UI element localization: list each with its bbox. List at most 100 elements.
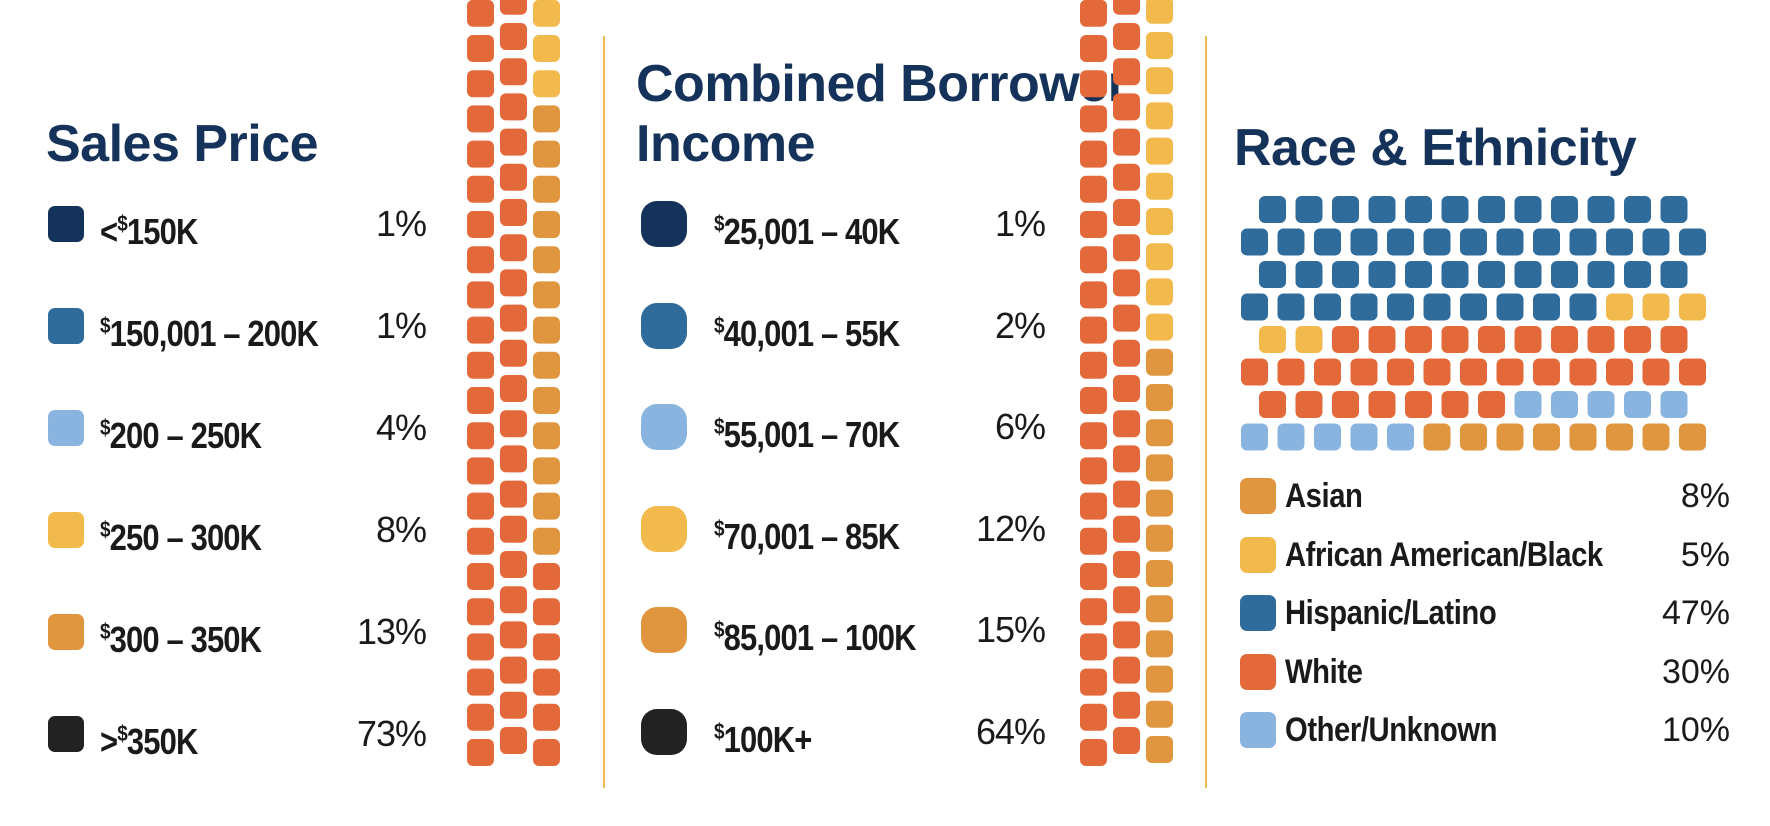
waffle-cell — [533, 316, 560, 344]
waffle-cell — [1146, 524, 1173, 552]
waffle-cell — [1113, 163, 1140, 191]
waffle-cell — [1332, 261, 1359, 288]
waffle-cell — [1624, 261, 1651, 288]
waffle-cell — [1423, 358, 1451, 386]
waffle-cell — [1113, 656, 1140, 684]
waffle-cell — [533, 703, 560, 731]
waffle-cell — [1350, 423, 1378, 451]
legend-label: African American/Black — [1285, 535, 1603, 574]
waffle-cell — [1551, 391, 1578, 418]
waffle-cell — [1533, 423, 1560, 451]
legend-label: <$150K — [100, 202, 198, 254]
waffle-cell — [1080, 492, 1107, 520]
waffle-cell — [500, 339, 527, 367]
waffle-cell — [1679, 293, 1706, 321]
waffle-cell — [533, 140, 560, 168]
waffle-cell — [1080, 739, 1107, 766]
waffle-cell — [1514, 196, 1542, 223]
waffle-cell — [533, 563, 560, 590]
waffle-cell — [1080, 527, 1107, 555]
waffle-cell — [500, 375, 527, 402]
waffle-cell — [1146, 665, 1173, 693]
waffle-cell — [1387, 423, 1414, 451]
divider-1 — [603, 36, 605, 788]
legend-label: $25,001 – 40K — [714, 202, 900, 254]
legend-percent: 8% — [375, 509, 427, 550]
sales-price-waffle — [467, 0, 560, 766]
waffle-cell — [1277, 293, 1305, 321]
waffle-cell — [533, 422, 560, 450]
waffle-cell — [500, 0, 527, 15]
waffle-cell — [1496, 358, 1524, 386]
legend-percent: 47% — [1661, 594, 1730, 632]
waffle-cell — [1080, 316, 1107, 344]
waffle-cell — [1496, 423, 1524, 451]
legend-label: $250 – 300K — [100, 508, 262, 560]
waffle-cell — [1642, 293, 1670, 321]
waffle-cell — [1295, 391, 1323, 418]
legend-label-dollar: $ — [714, 515, 725, 541]
waffle-cell — [1146, 489, 1173, 517]
waffle-cell — [500, 480, 527, 508]
legend-label-dollar: $ — [714, 617, 725, 642]
legend-label-text: 300 – 350K — [109, 619, 262, 660]
legend-label: $55,001 – 70K — [714, 405, 900, 457]
waffle-cell — [1405, 261, 1432, 288]
waffle-cell — [1146, 172, 1173, 200]
legend-label-dollar: $ — [100, 619, 111, 644]
legend-swatch — [641, 302, 687, 349]
waffle-cell — [500, 93, 527, 121]
waffle-cell — [1478, 326, 1505, 353]
waffle-cell — [1146, 736, 1173, 763]
legend-label-text: 25,001 – 40K — [723, 211, 900, 252]
waffle-cell — [1113, 691, 1140, 719]
legend-percent: 30% — [1661, 652, 1730, 691]
waffle-cell — [1113, 621, 1140, 649]
waffle-cell — [467, 140, 494, 168]
legend-label-text: 55,001 – 70K — [723, 414, 900, 455]
waffle-cell — [1314, 228, 1341, 256]
waffle-cell — [1113, 58, 1140, 86]
legend-label: $100K+ — [714, 710, 812, 762]
legend-swatch — [1240, 536, 1276, 573]
waffle-cell — [1113, 480, 1140, 508]
waffle-cell — [1080, 422, 1107, 450]
waffle-cell — [500, 199, 527, 226]
waffle-cell — [1277, 358, 1305, 386]
legend-label: $70,001 – 85K — [714, 507, 900, 559]
waffle-cell — [1478, 196, 1505, 223]
waffle-cell — [1606, 423, 1633, 451]
waffle-cell — [1113, 93, 1140, 121]
divider-2 — [1205, 36, 1207, 788]
waffle-cell — [1146, 102, 1173, 130]
waffle-cell — [1423, 293, 1451, 321]
waffle-cell — [1295, 326, 1323, 353]
legend-label-text: 85,001 – 100K — [723, 617, 917, 658]
waffle-cell — [1569, 228, 1597, 256]
waffle-cell — [1332, 196, 1359, 223]
waffle-cell — [1441, 196, 1469, 223]
waffle-cell — [533, 35, 560, 62]
waffle-cell — [1080, 703, 1107, 731]
waffle-cell — [1441, 391, 1469, 418]
waffle-cell — [1460, 293, 1487, 321]
waffle-cell — [1146, 67, 1173, 95]
waffle-cell — [1241, 228, 1268, 256]
legend-swatch — [48, 512, 84, 548]
waffle-cell — [467, 739, 494, 766]
legend-percent: 15% — [975, 609, 1046, 650]
waffle-cell — [1080, 457, 1107, 485]
sales-price-title: Sales Price — [46, 115, 319, 173]
waffle-cell — [1295, 261, 1323, 288]
waffle-cell — [1113, 199, 1140, 226]
legend-swatch — [641, 607, 687, 653]
waffle-cell — [467, 527, 494, 555]
waffle-cell — [1368, 261, 1396, 288]
waffle-cell — [1146, 700, 1173, 728]
waffle-cell — [1277, 228, 1305, 256]
waffle-cell — [533, 457, 560, 485]
legend-label: >$350K — [100, 712, 198, 764]
waffle-cell — [467, 703, 494, 731]
legend-label-text: 200 – 250K — [109, 415, 262, 456]
waffle-cell — [467, 422, 494, 450]
